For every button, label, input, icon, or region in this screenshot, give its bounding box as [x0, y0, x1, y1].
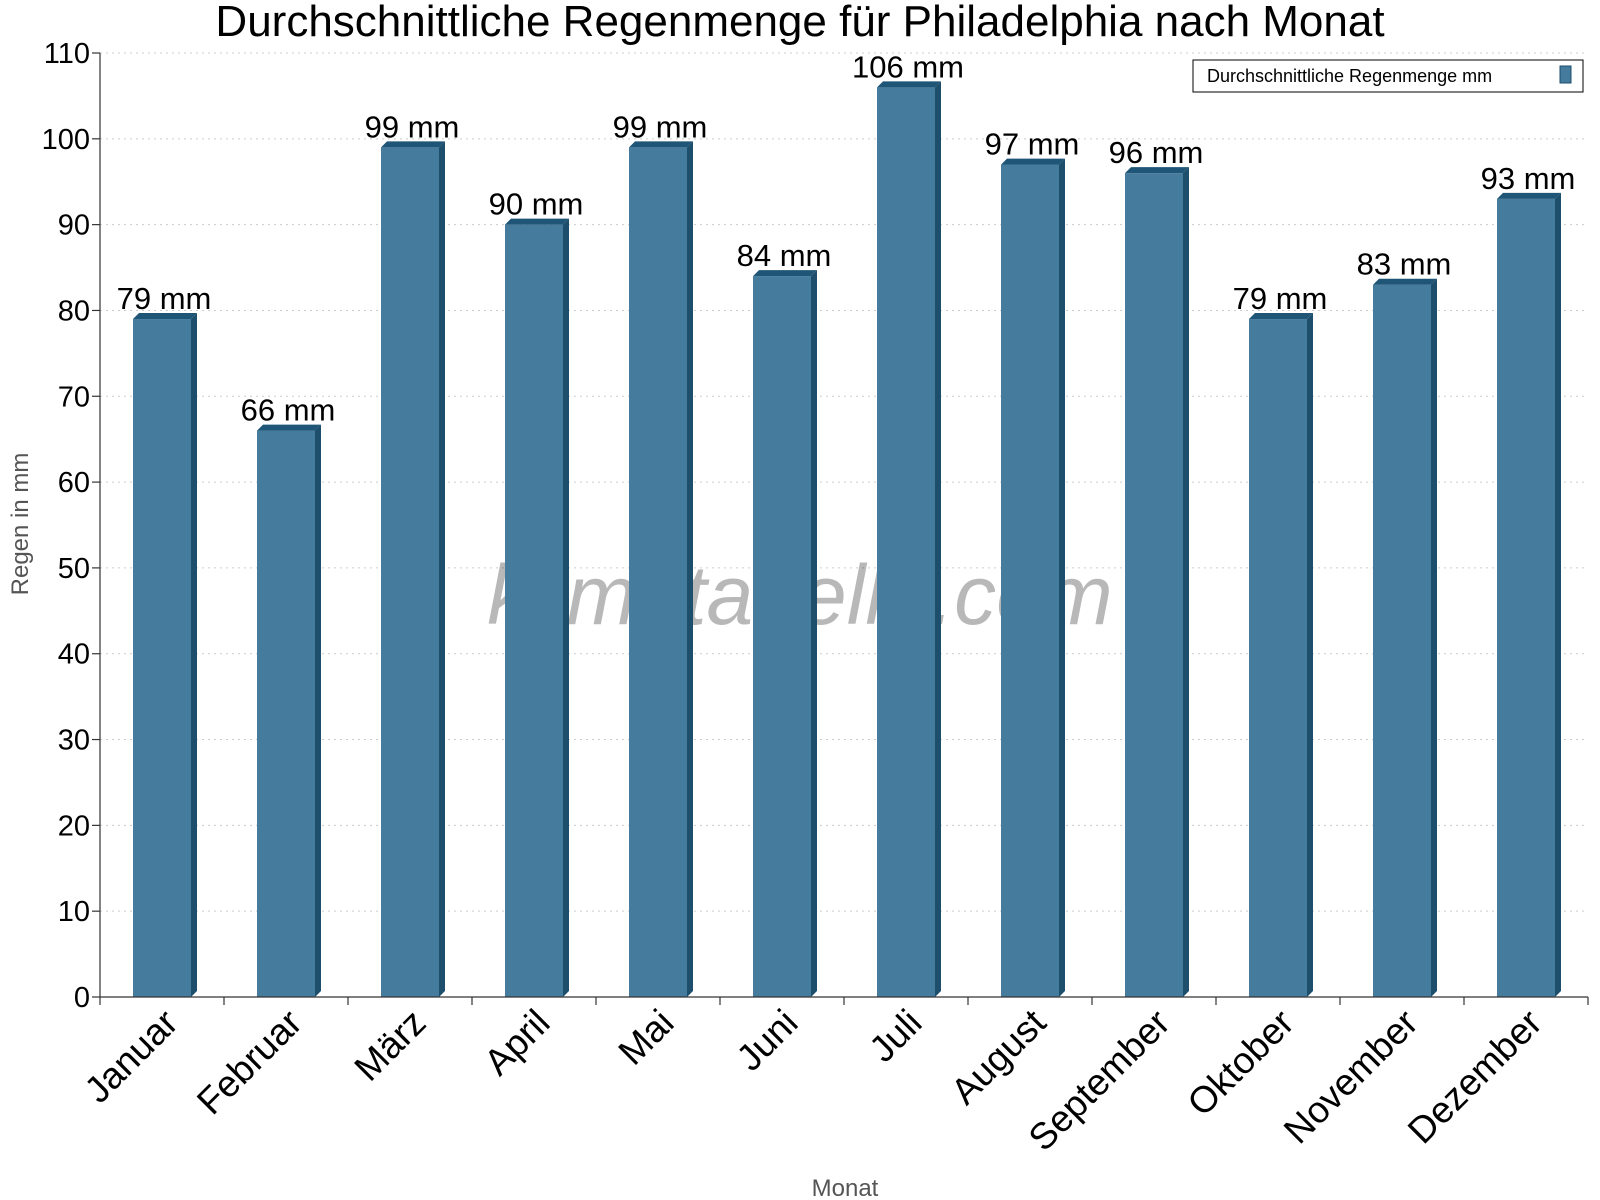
gridlines	[100, 52, 1588, 912]
value-label: 83 mm	[1357, 247, 1452, 282]
bar-side	[563, 218, 569, 998]
bar-top	[877, 81, 941, 88]
bar-front	[1249, 319, 1307, 997]
y-tick-label: 110	[44, 38, 90, 70]
bar-top	[257, 424, 321, 431]
legend-swatch	[1559, 65, 1572, 84]
y-tick-label: 90	[58, 210, 90, 242]
value-label: 99 mm	[365, 109, 460, 144]
value-label: 66 mm	[241, 393, 336, 428]
bar	[1497, 192, 1561, 997]
y-axis-title: Regen in mm	[7, 453, 34, 596]
bar-top	[1249, 313, 1313, 320]
bar-side	[935, 81, 941, 997]
x-tick-label: Juni	[729, 1002, 806, 1079]
bar-front	[257, 430, 315, 998]
bar-front	[381, 147, 439, 997]
bar-front	[753, 276, 811, 997]
x-tick-labels: Januar Februar März April Mai Juni Juli AugustS…	[77, 1001, 1550, 1158]
bar-top	[1497, 192, 1561, 199]
bar-side	[1431, 278, 1437, 997]
x-tick-label: März	[347, 1002, 434, 1089]
bar	[753, 270, 817, 997]
bar-top	[505, 218, 569, 225]
bar-front	[1497, 198, 1555, 997]
axes	[92, 52, 1589, 1005]
y-tick-label: 80	[58, 295, 90, 327]
bar-side	[315, 424, 321, 998]
x-tick-label: Oktober	[1180, 1002, 1302, 1124]
value-label: 79 mm	[1233, 281, 1328, 316]
bar-top	[381, 141, 445, 148]
bar-side	[191, 313, 197, 997]
bar	[1249, 313, 1313, 997]
y-tick-label: 70	[58, 381, 90, 413]
y-tick-label: 100	[42, 124, 90, 156]
x-tick-label: August	[943, 1001, 1054, 1112]
value-label: 84 mm	[737, 238, 832, 273]
value-label: 90 mm	[489, 187, 584, 222]
legend: Durchschnittliche Regenmenge mm	[1192, 59, 1584, 93]
bars	[133, 81, 1561, 998]
x-tick-label: Mai	[611, 1002, 682, 1073]
bar-top	[133, 313, 197, 320]
bar-side	[439, 141, 445, 997]
bar	[133, 313, 197, 997]
x-tick-label: April	[476, 1002, 557, 1083]
bar	[1373, 278, 1437, 997]
x-axis-title: Monat	[812, 1175, 879, 1200]
value-label: 93 mm	[1481, 161, 1576, 196]
bar	[381, 141, 445, 997]
bar-top	[629, 141, 693, 148]
bar-side	[1555, 192, 1561, 997]
bar-side	[811, 270, 817, 997]
value-label: 96 mm	[1109, 135, 1204, 170]
bar	[1001, 158, 1065, 998]
value-label: 99 mm	[613, 109, 708, 144]
legend-label: Durchschnittliche Regenmenge mm	[1207, 66, 1492, 86]
bar-front	[1125, 173, 1183, 998]
value-label: 79 mm	[117, 281, 212, 316]
bar-front	[629, 147, 687, 997]
bar	[257, 424, 321, 998]
bar-front	[1001, 164, 1059, 998]
bar	[629, 141, 693, 997]
legend-box	[1192, 59, 1584, 93]
y-tick-label: 60	[58, 467, 90, 499]
y-tick-labels: 0 10 20 30 40 50 60 70 80 90 100 110	[42, 38, 90, 1014]
value-labels: 79 mm 66 mm 99 mm 90 mm 99 mm 84 mm 106 mm 97 m…	[117, 49, 1576, 427]
x-tick-label: Dezember	[1400, 1002, 1550, 1152]
bar-side	[687, 141, 693, 997]
bar-top	[753, 270, 817, 277]
x-tick-label: Februar	[189, 1002, 310, 1123]
bar	[505, 218, 569, 998]
y-tick-label: 40	[58, 639, 90, 671]
x-tick-label: Juli	[861, 1002, 929, 1070]
y-tick-label: 30	[58, 725, 90, 757]
bar-top	[1001, 158, 1065, 165]
y-tick-label: 10	[58, 896, 90, 928]
bar-front	[1373, 284, 1431, 997]
y-tick-label: 20	[58, 810, 90, 842]
bar-top	[1125, 167, 1189, 174]
chart-title: Durchschnittliche Regenmenge für Philade…	[215, 0, 1384, 46]
bar-front	[877, 87, 935, 997]
bar-side	[1059, 158, 1065, 998]
y-tick-label: 0	[74, 982, 90, 1014]
bar-side	[1183, 167, 1189, 998]
bar-top	[1373, 278, 1437, 285]
bar-side	[1307, 313, 1313, 997]
bar	[1125, 167, 1189, 998]
value-label: 97 mm	[985, 127, 1080, 162]
x-tick-label: November	[1276, 1002, 1426, 1152]
bar	[877, 81, 941, 997]
value-label: 106 mm	[852, 49, 964, 84]
bar-front	[505, 224, 563, 998]
x-tick-label: Januar	[77, 1002, 186, 1111]
y-tick-label: 50	[58, 553, 90, 585]
bar-front	[133, 319, 191, 997]
